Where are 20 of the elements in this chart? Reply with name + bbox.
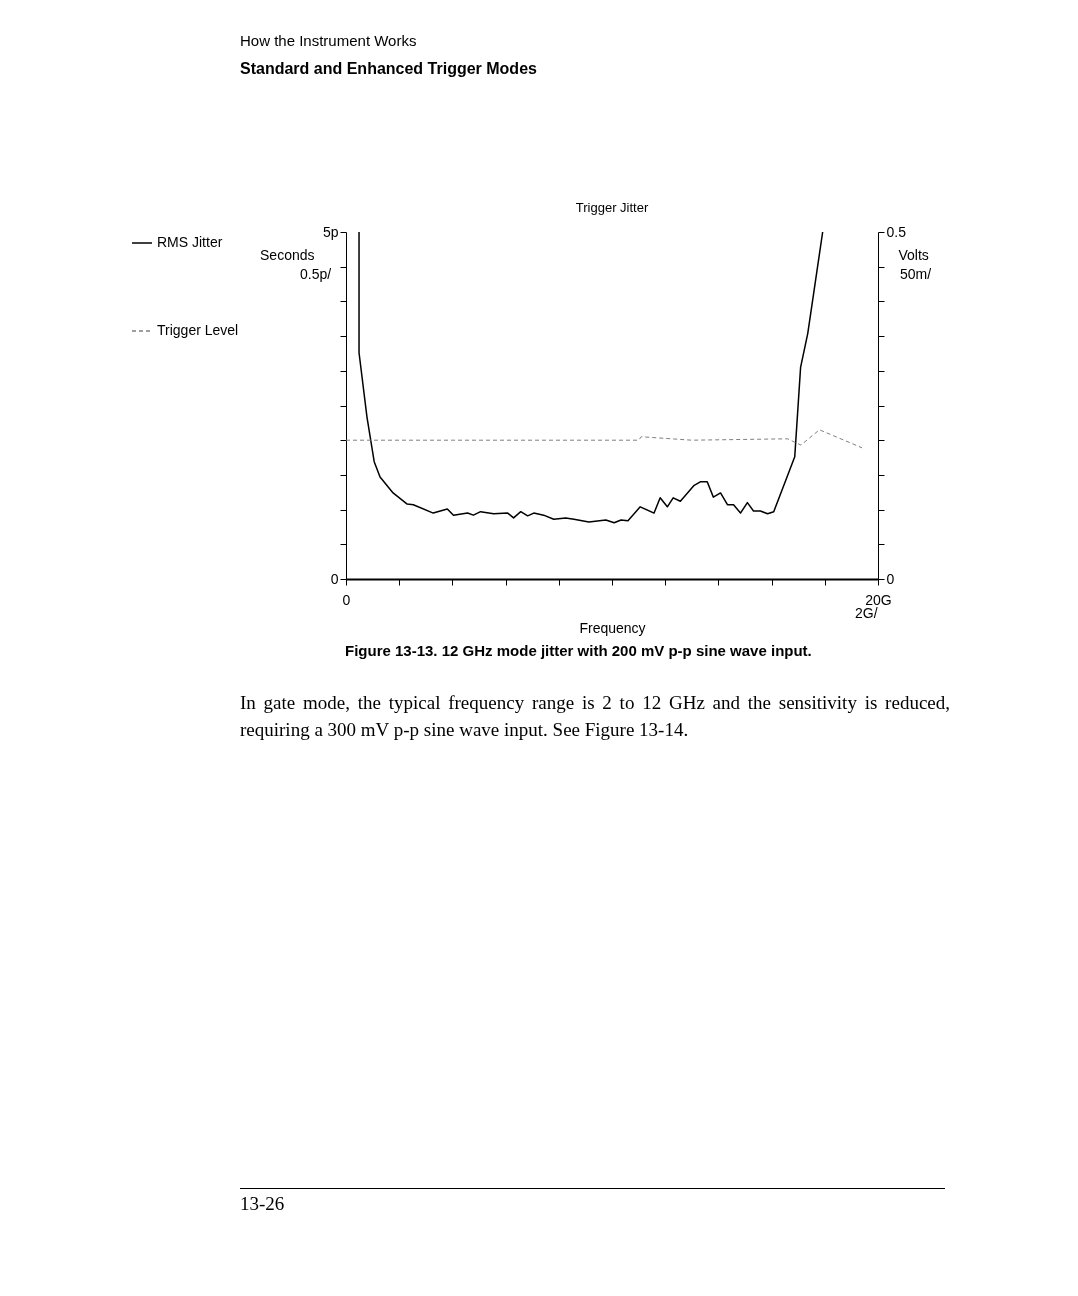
text: 2G/ — [855, 605, 878, 621]
line-series — [346, 429, 863, 449]
x-tick-label: 20G — [865, 591, 892, 608]
text: 50m/ — [900, 266, 932, 282]
legend-label: RMS Jitter — [157, 234, 223, 250]
chart-title: Trigger Jitter — [575, 200, 649, 215]
text: 0.5p/ — [300, 266, 332, 282]
y-axis-title: Seconds — [260, 246, 315, 263]
caption: Figure 13-13. 12 GHz mode jitter with 200 mV p-p sine wave input. — [345, 642, 812, 659]
text: How the Instrument Works — [240, 32, 417, 49]
line-series — [358, 232, 824, 524]
y-tick-label: 5p — [322, 223, 339, 240]
y2-axis-title: Volts — [898, 246, 929, 263]
text: Standard and Enhanced Trigger Modes — [240, 60, 537, 78]
text: In gate mode, the typical frequency range is 2 to 12 GHz and the sensitivity is reduced, requiring a 300 mV p-p sine wave input. See Figure 13-14. — [240, 691, 950, 742]
legend-label: Trigger Level — [157, 322, 239, 338]
y2-tick-label: 0 — [886, 570, 895, 587]
y2-tick-label: 0.5 — [886, 223, 907, 240]
x-axis-title: Frequency — [579, 619, 646, 636]
text: 13-26 — [240, 1193, 285, 1215]
